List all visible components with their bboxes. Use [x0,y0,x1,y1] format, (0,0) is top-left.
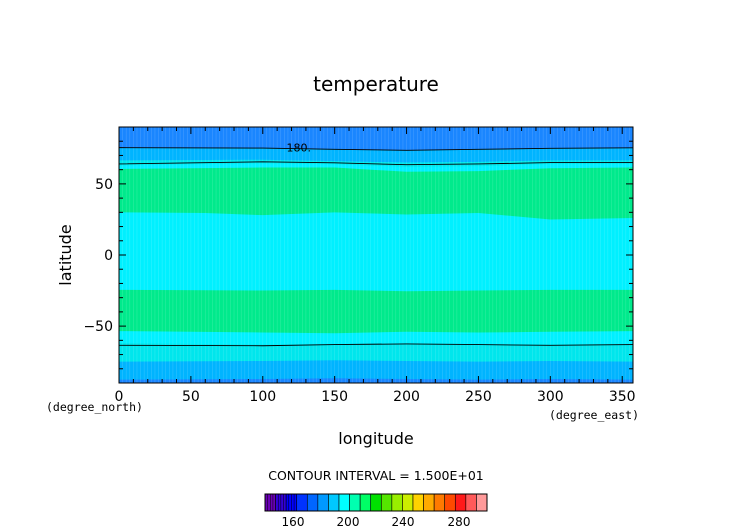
y-tick-label: 50 [95,177,113,193]
colorbar-frame [264,493,488,512]
colorbar-label: 240 [392,515,415,529]
colorbar-swatch [433,493,446,512]
colorbar-swatch [328,493,340,512]
contour-line-2 [119,343,633,347]
y-axis-label: latitude [56,224,75,285]
x-tick-label: 100 [249,389,276,405]
x-tick-label: 300 [537,389,564,405]
x-axis-unit: (degree_east) [549,408,639,422]
colorbar-swatch [402,493,414,512]
colorbar-swatch [370,493,382,512]
plot-area: 180. [118,126,634,384]
colorbar-swatch [306,493,319,512]
colorbar-swatch [338,493,350,512]
colorbar-swatch [412,493,424,512]
x-tick-label: 200 [393,389,420,405]
x-axis-label: longitude [338,429,413,448]
x-tick-label: 50 [182,389,200,405]
colorbar-swatch [317,493,329,512]
x-tick-label: 150 [321,389,348,405]
band-south-cap [119,378,633,383]
colorbar-label: 200 [337,515,360,529]
y-tick-label: −50 [83,319,113,335]
colorbar-swatch [454,493,467,512]
colorbar-swatch [423,493,435,512]
contour-label: 180. [286,142,311,155]
x-tick-label: 250 [465,389,492,405]
colorbar: 160 200 240 280 [264,493,488,529]
y-tick-label: 0 [104,248,113,264]
contour-interval-text: CONTOUR INTERVAL = 1.500E+01 [268,468,484,483]
colorbar-label: 160 [282,515,305,529]
band-9 [119,360,633,383]
chart-title: temperature [313,72,439,96]
contour-line-0 [119,147,633,151]
colorbar-swatch [359,493,372,512]
colorbar-label: 280 [448,515,471,529]
x-tick-label: 350 [609,389,636,405]
colorbar-swatch [391,493,403,512]
x-axis: 0 50 100 150 200 250 300 350 [115,127,636,405]
colorbar-swatch [296,493,308,512]
x-tick-label: 0 [115,389,124,405]
colorbar-swatch [465,493,477,512]
contour-line-1 [119,161,633,166]
colorbar-swatch [380,493,393,512]
y-axis: −50 0 50 [83,126,633,384]
colorbar-swatch [349,493,361,512]
colorbar-swatch [444,493,456,512]
colorbar-swatch [476,493,488,512]
y-axis-unit: (degree_north) [46,400,143,414]
